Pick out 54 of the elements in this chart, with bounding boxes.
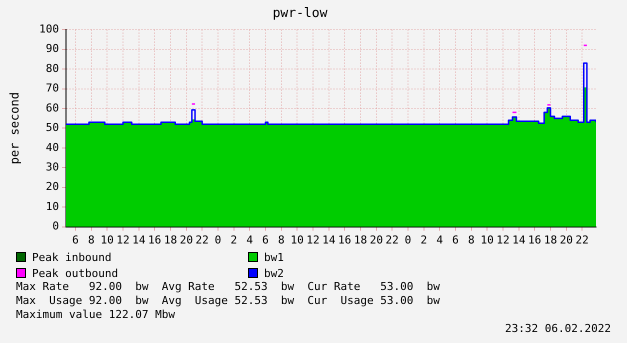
x-tick-label: 16 bbox=[528, 233, 542, 246]
x-tick-label: 8 bbox=[88, 233, 95, 246]
x-tick-label: 2 bbox=[420, 233, 428, 246]
y-tick-label: 60 bbox=[46, 101, 59, 114]
x-tick-label: 4 bbox=[436, 233, 444, 246]
x-tick-label: 22 bbox=[196, 233, 209, 246]
x-tick-label: 20 bbox=[560, 233, 573, 246]
text: Max Rate 92.00 bw Avg Rate 52.53 bw Cur Rate 53.00 bw bbox=[16, 280, 441, 294]
x-tick-label: 0 bbox=[214, 233, 222, 246]
y-tick-label: 100 bbox=[39, 22, 59, 36]
x-tick-label: 6 bbox=[452, 233, 459, 246]
y-tick-label: 30 bbox=[46, 160, 59, 174]
x-tick-label: 14 bbox=[512, 233, 526, 246]
x-tick-label: 14 bbox=[322, 233, 336, 246]
text: Max Usage 92.00 bw Avg Usage 52.53 bw Cur Usage 53.00 bw bbox=[16, 294, 441, 308]
x-tick-label: 14 bbox=[132, 233, 146, 246]
y-tick-label: 80 bbox=[46, 62, 59, 75]
x-tick-label: 18 bbox=[164, 233, 178, 246]
x-tick-label: 18 bbox=[544, 233, 558, 246]
text: Maximum value 122.07 Mbw bbox=[16, 308, 176, 322]
x-tick-label: 22 bbox=[576, 233, 589, 246]
x-tick-label: 8 bbox=[278, 233, 285, 246]
x-tick-label: 16 bbox=[148, 233, 162, 246]
legend-label: Peak outbound bbox=[32, 266, 118, 280]
y-tick-label: 50 bbox=[46, 121, 59, 134]
x-tick-label: 20 bbox=[180, 233, 193, 246]
x-tick-label: 6 bbox=[72, 233, 79, 246]
x-tick-label: 4 bbox=[246, 233, 254, 246]
x-tick-label: 12 bbox=[116, 233, 130, 246]
x-tick-label: 12 bbox=[496, 233, 510, 246]
x-tick-label: 10 bbox=[290, 233, 304, 246]
y-tick-label: 20 bbox=[46, 180, 59, 194]
y-tick-label: 10 bbox=[46, 200, 59, 213]
x-tick-label: 12 bbox=[306, 233, 320, 246]
y-tick-label: 90 bbox=[46, 42, 59, 56]
x-tick-label: 20 bbox=[370, 233, 383, 246]
y-tick-label: 0 bbox=[52, 220, 59, 233]
text: 23:32 06.02.2022 bbox=[504, 322, 611, 336]
text: bw1 bbox=[264, 250, 284, 264]
y-tick-label: 40 bbox=[46, 140, 59, 154]
legend-label: bw2 bbox=[264, 266, 284, 280]
x-tick-label: 10 bbox=[480, 233, 494, 246]
x-tick-label: 2 bbox=[230, 233, 238, 246]
x-tick-label: 22 bbox=[386, 233, 399, 246]
x-tick-label: 16 bbox=[338, 233, 352, 246]
x-tick-label: 10 bbox=[100, 233, 114, 246]
chart-title: pwr-low bbox=[272, 6, 328, 22]
x-tick-label: 6 bbox=[262, 233, 269, 246]
x-tick-label: 0 bbox=[404, 233, 412, 246]
legend-label: Peak inbound bbox=[32, 250, 112, 264]
x-tick-label: 18 bbox=[354, 233, 368, 246]
y-axis-title: per second bbox=[7, 92, 22, 164]
y-tick-label: 70 bbox=[46, 82, 59, 95]
x-tick-label: 8 bbox=[468, 233, 475, 246]
